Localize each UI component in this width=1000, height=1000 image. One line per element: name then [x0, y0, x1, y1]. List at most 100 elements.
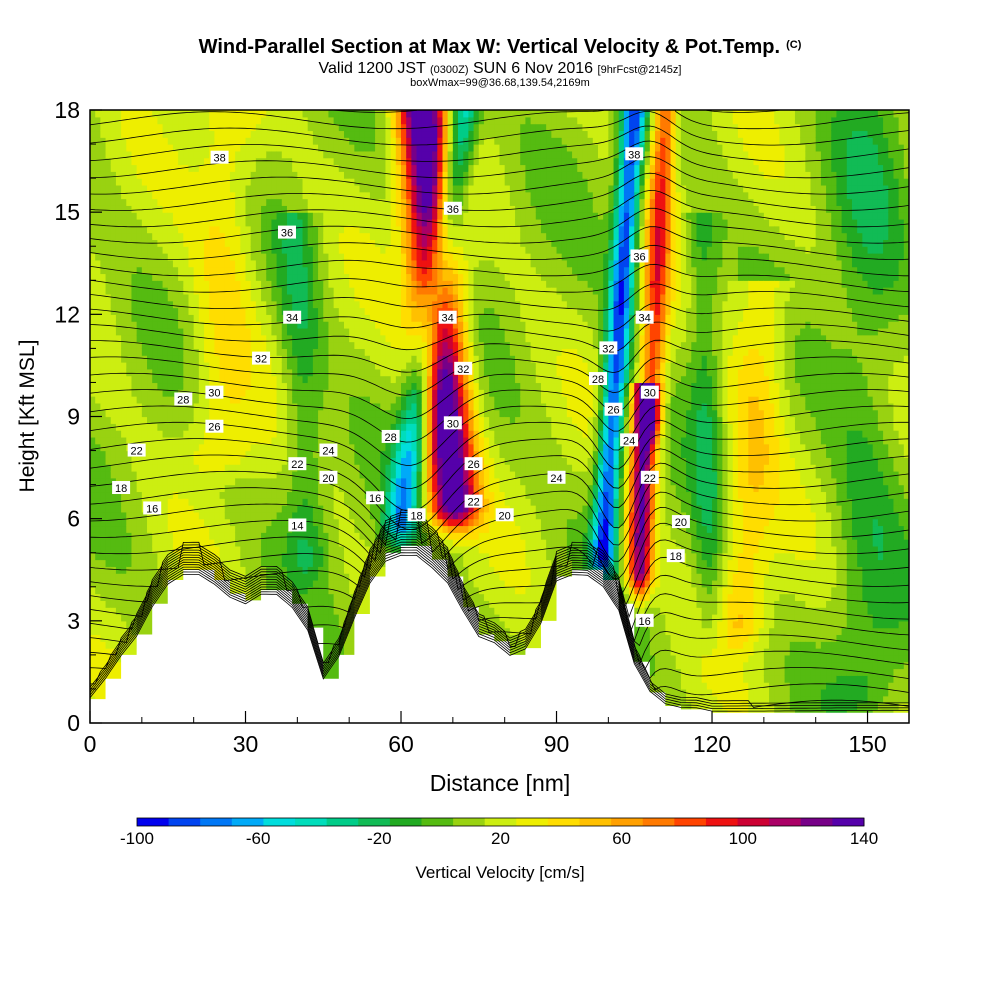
w-cell: [110, 607, 117, 615]
w-cell: [250, 327, 257, 336]
w-cell: [178, 382, 184, 390]
w-cell: [235, 334, 241, 343]
w-cell: [328, 416, 335, 424]
w-cell: [266, 477, 273, 486]
w-cell: [90, 545, 96, 554]
w-cell: [90, 443, 96, 452]
w-cell: [126, 164, 133, 172]
w-cell: [261, 198, 267, 206]
w-cell: [198, 402, 205, 411]
w-cell: [271, 491, 278, 499]
w-cell: [318, 178, 324, 186]
w-cell: [250, 436, 257, 445]
w-cell: [110, 123, 117, 132]
w-cell: [240, 130, 247, 138]
w-cell: [110, 552, 117, 561]
w-cell: [121, 259, 127, 268]
w-cell: [245, 287, 252, 295]
w-cell: [100, 511, 107, 520]
w-cell: [172, 273, 179, 281]
w-cell: [178, 184, 184, 193]
w-cell: [359, 430, 366, 438]
w-cell: [100, 273, 107, 281]
w-cell: [147, 464, 153, 472]
w-cell: [369, 409, 376, 418]
w-cell: [312, 375, 319, 384]
w-cell: [271, 273, 278, 281]
w-cell: [271, 457, 278, 465]
w-cell: [343, 641, 350, 649]
w-cell: [235, 150, 241, 159]
w-cell: [312, 593, 319, 601]
w-cell: [90, 171, 96, 179]
w-cell: [286, 130, 293, 138]
w-cell: [250, 307, 257, 315]
w-cell: [90, 144, 96, 152]
w-cell: [90, 191, 96, 200]
w-cell: [204, 457, 210, 465]
w-cell: [172, 484, 179, 493]
w-cell: [318, 436, 324, 445]
w-cell: [364, 334, 371, 343]
w-cell: [318, 198, 324, 206]
w-cell: [105, 539, 112, 547]
w-cell: [323, 280, 330, 288]
w-cell: [162, 198, 169, 206]
w-cell: [359, 532, 366, 540]
w-cell: [229, 389, 236, 397]
w-cell: [126, 648, 133, 656]
w-cell: [136, 586, 143, 595]
w-cell: [261, 253, 267, 261]
w-cell: [188, 375, 195, 384]
w-cell: [235, 280, 241, 288]
w-cell: [100, 382, 107, 390]
w-cell: [100, 409, 107, 418]
w-cell: [266, 225, 273, 234]
w-cell: [302, 225, 309, 234]
w-cell: [266, 253, 273, 261]
w-cell: [281, 280, 288, 288]
w-cell: [157, 130, 164, 138]
w-cell: [328, 620, 335, 629]
w-cell: [364, 300, 371, 309]
w-cell: [126, 518, 133, 527]
w-cell: [188, 559, 195, 567]
w-cell: [338, 525, 345, 533]
w-cell: [359, 511, 366, 520]
w-cell: [105, 362, 112, 370]
w-cell: [297, 382, 304, 390]
w-cell: [100, 150, 107, 159]
w-cell: [100, 498, 107, 506]
w-cell: [292, 212, 298, 220]
w-cell: [136, 436, 143, 445]
w-cell: [229, 164, 236, 172]
w-cell: [240, 450, 247, 458]
w-cell: [157, 539, 164, 547]
w-cell: [157, 266, 164, 275]
w-cell: [126, 150, 133, 159]
w-cell: [95, 688, 101, 697]
w-cell: [266, 559, 273, 567]
w-cell: [141, 293, 148, 302]
w-cell: [302, 586, 309, 595]
w-cell: [152, 382, 158, 390]
w-cell: [307, 218, 314, 227]
w-cell: [115, 205, 122, 213]
w-cell: [105, 593, 112, 601]
w-cell: [312, 232, 319, 241]
w-cell: [297, 443, 304, 452]
w-cell: [318, 511, 324, 520]
w-cell: [152, 157, 158, 166]
w-cell: [276, 375, 283, 384]
w-cell: [188, 191, 195, 200]
w-cell: [105, 545, 112, 554]
w-cell: [354, 355, 361, 363]
w-cell: [90, 259, 96, 268]
w-cell: [115, 130, 122, 138]
w-cell: [198, 171, 205, 179]
w-cell: [323, 559, 330, 567]
w-cell: [172, 212, 179, 220]
w-cell: [136, 191, 143, 200]
w-cell: [209, 511, 216, 520]
w-cell: [90, 362, 96, 370]
